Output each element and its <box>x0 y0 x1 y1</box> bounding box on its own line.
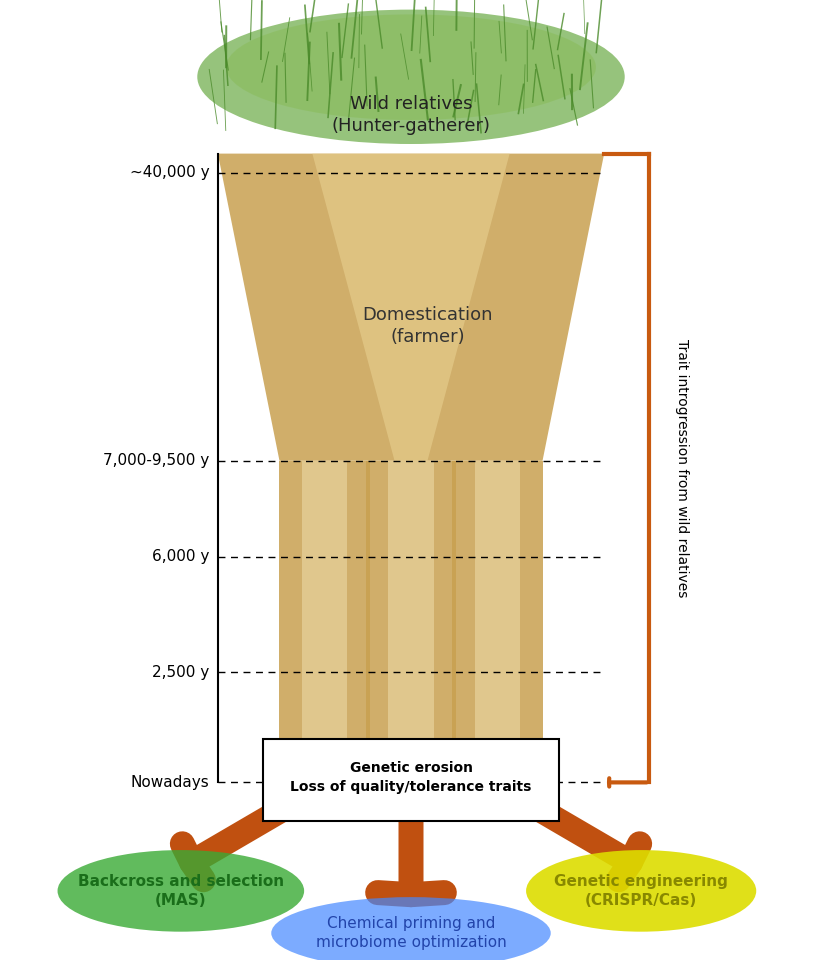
Text: 7,000-9,500 y: 7,000-9,500 y <box>104 453 210 468</box>
FancyBboxPatch shape <box>263 739 559 821</box>
Text: Nowadays: Nowadays <box>131 775 210 790</box>
Text: 2,500 y: 2,500 y <box>152 664 210 680</box>
Text: Domestication
(farmer): Domestication (farmer) <box>363 306 492 347</box>
Polygon shape <box>366 461 456 782</box>
Ellipse shape <box>271 897 551 960</box>
Polygon shape <box>452 461 543 782</box>
Text: Trait introgression from wild relatives: Trait introgression from wild relatives <box>675 339 690 597</box>
Text: Chemical priming and
microbiome optimization: Chemical priming and microbiome optimiza… <box>316 916 506 950</box>
Text: Backcross and selection
(MAS): Backcross and selection (MAS) <box>78 874 284 908</box>
Text: 6,000 y: 6,000 y <box>152 549 210 564</box>
Text: Genetic erosion
Loss of quality/tolerance traits: Genetic erosion Loss of quality/toleranc… <box>290 761 532 794</box>
Ellipse shape <box>58 851 304 931</box>
Polygon shape <box>302 461 348 782</box>
Ellipse shape <box>526 851 756 931</box>
Text: Wild relatives
(Hunter-gatherer): Wild relatives (Hunter-gatherer) <box>331 95 491 135</box>
Polygon shape <box>312 154 510 461</box>
Ellipse shape <box>226 14 596 120</box>
Ellipse shape <box>197 10 625 144</box>
Polygon shape <box>475 461 520 782</box>
Polygon shape <box>218 154 604 461</box>
Polygon shape <box>279 461 370 782</box>
Text: Genetic engineering
(CRISPR/Cas): Genetic engineering (CRISPR/Cas) <box>554 874 728 908</box>
Polygon shape <box>388 461 434 782</box>
Text: ~40,000 y: ~40,000 y <box>130 165 210 180</box>
